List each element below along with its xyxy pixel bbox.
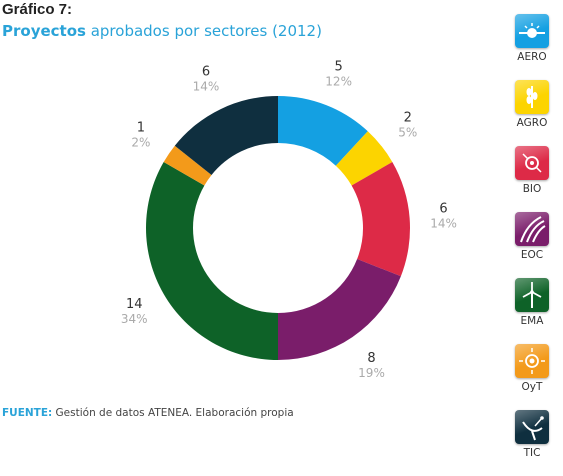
slice-percent-bio: 14%: [430, 217, 457, 231]
slice-agro: [335, 131, 393, 186]
legend-item-oyt: OyT: [508, 344, 556, 410]
legend-item-aero: AERO: [508, 14, 556, 80]
ema-icon: [515, 278, 549, 312]
slice-aero: [278, 96, 368, 166]
chart-heading: Gráfico 7: Proyectos aprobados por secto…: [2, 0, 322, 42]
slice-percent-aero: 12%: [325, 74, 352, 88]
legend-label-oyt: OyT: [521, 381, 543, 393]
legend-label-tic: TIC: [523, 447, 541, 459]
slice-percent-eoc: 19%: [358, 366, 385, 380]
aero-icon: [515, 14, 549, 48]
chart-source: FUENTE: Gestión de datos ATENEA. Elabora…: [2, 407, 294, 419]
legend-item-tic: TIC: [508, 410, 556, 476]
slice-tic: [174, 96, 278, 176]
slice-count-tic: 6: [202, 64, 210, 79]
slice-oyt: [163, 145, 212, 186]
slice-count-eoc: 8: [367, 351, 375, 366]
bio-icon: [515, 146, 549, 180]
slice-eoc: [278, 259, 401, 360]
legend-label-eoc: EOC: [520, 249, 544, 261]
slice-ema: [146, 162, 278, 360]
slice-percent-oyt: 2%: [131, 135, 150, 149]
tic-icon: [515, 410, 549, 444]
legend-label-bio: BIO: [522, 183, 542, 195]
chart-title-bold: Proyectos: [2, 22, 86, 40]
slice-count-oyt: 1: [137, 120, 145, 135]
legend-item-eoc: EOC: [508, 212, 556, 278]
slice-count-ema: 14: [126, 297, 143, 312]
legend-label-ema: EMA: [520, 315, 544, 327]
slice-bio: [351, 162, 410, 277]
slice-percent-tic: 14%: [193, 79, 220, 93]
chart-title: Proyectos aprobados por sectores (2012): [2, 20, 322, 42]
legend-item-ema: EMA: [508, 278, 556, 344]
eoc-icon: [515, 212, 549, 246]
legend-label-agro: AGRO: [516, 117, 548, 129]
source-label: FUENTE: [2, 407, 48, 419]
legend-item-bio: BIO: [508, 146, 556, 212]
slice-count-aero: 5: [335, 59, 343, 74]
slice-count-agro: 2: [404, 111, 412, 126]
source-separator: :: [48, 407, 53, 419]
agro-icon: [515, 80, 549, 114]
chart-title-rest: aprobados por sectores (2012): [85, 22, 322, 40]
slice-percent-agro: 5%: [398, 126, 417, 140]
source-text: Gestión de datos ATENEA. Elaboración pro…: [52, 407, 294, 419]
legend-item-agro: AGRO: [508, 80, 556, 146]
oyt-icon: [515, 344, 549, 378]
slice-count-bio: 6: [439, 202, 447, 217]
figure-number: Gráfico 7:: [2, 1, 73, 18]
legend-label-aero: AERO: [517, 51, 547, 63]
slice-percent-ema: 34%: [121, 312, 148, 326]
